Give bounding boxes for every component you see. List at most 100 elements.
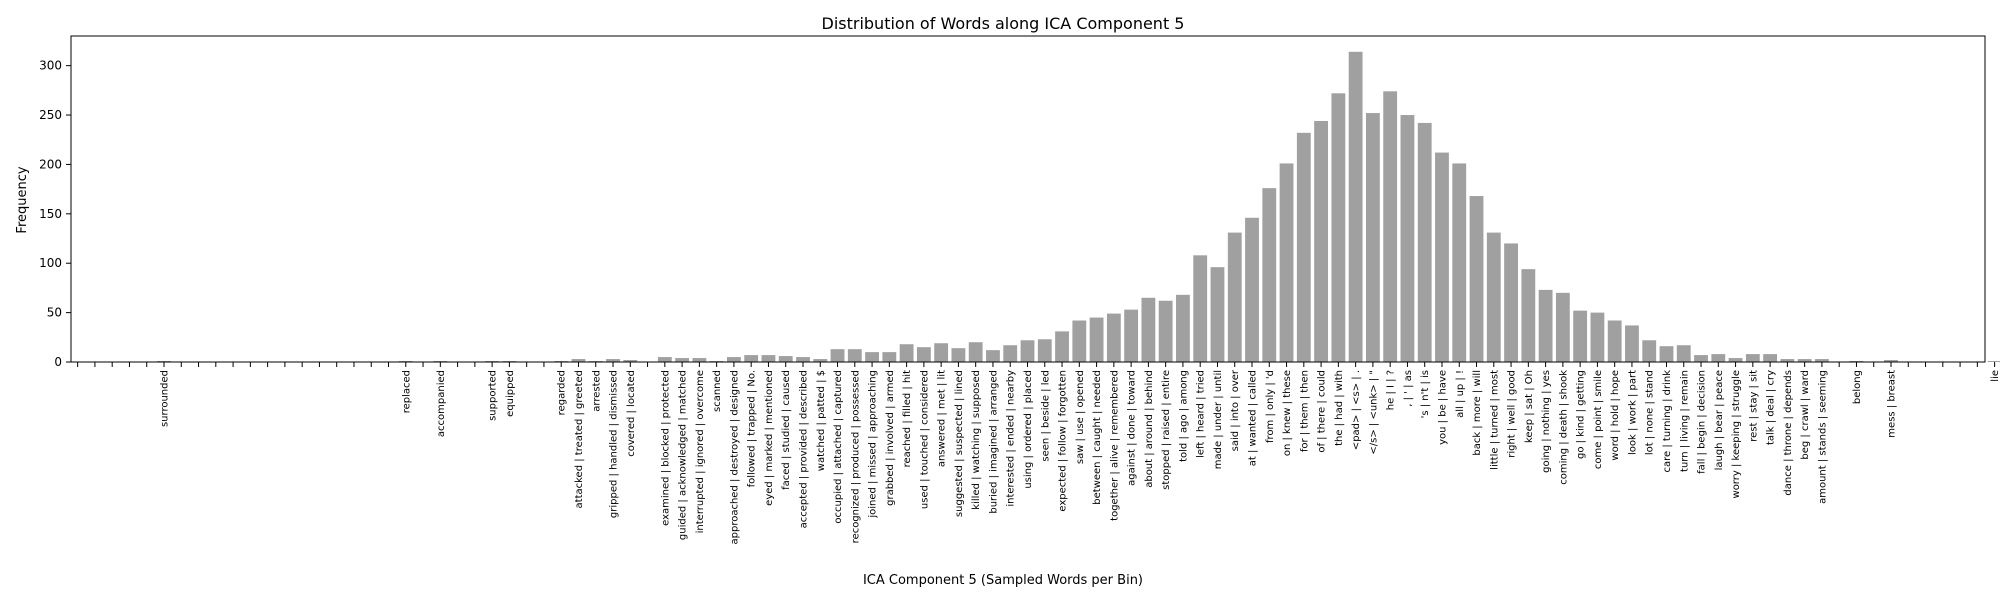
x-tick-label: left | heard | tried [1196,370,1207,458]
x-tick-label: beg | crawl | ward [1800,370,1811,460]
x-tick-label: occupied | attached | captured [833,370,844,524]
y-axis: 0 50 100 150 200 250 300 [39,59,71,369]
bar [606,359,620,362]
x-tick-label: right | well | good [1507,370,1518,458]
x-tick-label: from | only | 'd [1265,370,1276,443]
x-tick-label: made | under | until [1213,370,1224,469]
bar [778,356,793,362]
y-tick-label: 250 [39,108,62,122]
bar [847,349,862,362]
y-tick-label: 50 [47,306,62,320]
x-tick-label: worry | keeping | struggle [1731,370,1742,498]
bar [1193,255,1208,362]
bar [1573,310,1588,362]
bar [744,355,759,362]
bar [761,355,776,362]
bar [865,352,879,362]
y-tick-label: 300 [39,59,62,73]
x-tick-label: lie [1990,370,2000,382]
bar [916,347,931,362]
bar [1003,345,1018,362]
bar [1158,300,1173,362]
x-tick-label: belong [1852,370,1863,404]
bar [1884,360,1898,362]
x-tick-label: arrested [591,370,602,412]
bar [1763,354,1778,362]
x-tick-label: answered | met | lit [937,370,948,467]
x-tick-label: at | wanted | called [1248,370,1259,466]
bar [1728,358,1743,362]
bar [1625,325,1639,362]
bar [657,357,672,362]
bar [934,343,949,362]
x-tick-label: come | point | smile [1593,370,1604,469]
bars [157,51,2000,363]
x-axis-label: ICA Component 5 (Sampled Words per Bin) [863,573,1143,588]
x-tick-label: watched | patted | $ [816,370,827,471]
x-tick-label: rest | stay | sit [1748,370,1759,442]
x-tick-label: you | be | have [1437,370,1448,445]
bar [1314,120,1328,363]
x-tick-label: approached | destroyed | designed [729,370,740,544]
bar [1538,289,1553,362]
x-tick-label: faced | studied | caused [781,370,792,490]
x-tick-label: between | caught | needed [1092,370,1103,505]
bar [1124,309,1139,362]
x-tick-label: eyed | marked | mentioned [764,370,775,506]
bar [1694,355,1708,362]
x-tick-label: covered | located [626,370,637,457]
x-tick-label: said | into | over [1230,369,1241,451]
bar [727,357,741,362]
x-tick-label: fall | begin | decision [1697,370,1708,474]
x-tick-label: recognized | produced | possessed [850,370,861,543]
x-tick-label: expected | follow | forgotten [1058,370,1069,512]
x-tick-label: examined | blocked | protected [660,370,671,526]
bar [1676,345,1691,362]
x-tick-label: for | them | then [1299,370,1310,452]
bar [796,357,810,362]
x-tick-label: followed | trapped | No. [747,370,758,487]
x-tick-label: saw | use | opened [1075,370,1086,464]
bar [968,342,983,362]
bar [1711,354,1726,362]
bar [1590,312,1605,362]
x-tick-label: buried | imagined | arranged [988,370,999,514]
bar [1435,152,1449,362]
bar [882,352,897,362]
x-tick-label: grabbed | involved | armed [885,370,896,506]
x-tick-label: laugh | bear | peace [1714,370,1725,470]
bar [1106,313,1121,362]
x-tick-label: replaced [401,370,412,413]
x-tick-label: lot | none | stand [1645,370,1656,455]
x-tick-label: mess | breast [1887,370,1898,438]
bar [623,360,638,362]
x-tick-label: he | I | ? [1386,370,1397,410]
bar [1659,346,1674,362]
y-tick-label: 0 [54,355,62,369]
bar [1072,320,1087,362]
bar [951,348,966,362]
x-tick-label: used | touched | considered [919,370,930,509]
x-tick-label: interrupted | ignored | overcome [695,370,706,533]
bar [1780,359,1795,362]
bar [692,358,707,362]
x-tick-label: suggested | suspected | lined [954,370,965,517]
x-tick-label: amount | stands | seeming [1817,370,1828,504]
x-tick-label: supported [488,370,499,421]
x-tick-label: little | turned | most [1489,370,1500,470]
bar [675,358,690,362]
x-tick-label: attacked | treated | greeted [574,370,585,508]
x-tick-label: talk | deal | cry [1766,370,1777,445]
x-tick-label: killed | watching | supposed [971,370,982,510]
bar [1504,243,1518,362]
bar [1262,188,1277,362]
y-tick-label: 200 [39,157,62,171]
bar [1245,217,1259,362]
x-tick-label: reached | filled | hit [902,370,913,467]
bar [813,359,828,362]
x-tick-label: turn | living | remain [1679,370,1690,472]
bar [1607,320,1622,362]
x-tick-label: 's | n't | is [1420,370,1431,418]
bar [899,344,914,362]
x-tick-label: of | there | could [1317,370,1328,453]
